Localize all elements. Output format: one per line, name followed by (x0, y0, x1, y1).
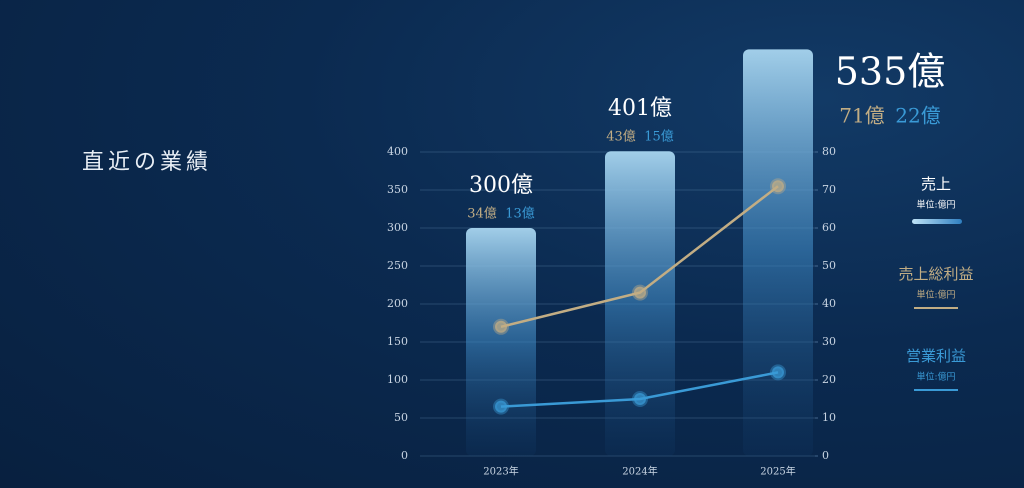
legend-swatch (912, 219, 962, 224)
legend-unit: 単位:億円 (916, 371, 955, 383)
y-tick-label: 400 (387, 145, 408, 158)
legend-label: 売上総利益 (898, 265, 973, 283)
line-value-label: 13億 (505, 206, 535, 222)
bar-value-label: 535億 (835, 50, 946, 94)
y2-tick-label: 70 (822, 183, 836, 196)
legend-unit: 単位:億円 (916, 289, 955, 301)
chart-title: 直近の業績 (82, 150, 212, 175)
y-tick-label: 150 (387, 335, 408, 348)
y-tick-label: 350 (387, 183, 408, 196)
line-value-label: 34億 (467, 206, 497, 222)
y-tick-label: 100 (387, 373, 408, 386)
y-tick-label: 250 (387, 259, 408, 272)
legend-label: 営業利益 (906, 347, 966, 365)
line-value-label: 15億 (644, 129, 674, 145)
line-value-label: 43億 (606, 129, 636, 145)
x-tick-label: 2023年 (483, 465, 518, 478)
point (493, 318, 509, 335)
point (770, 364, 786, 381)
point (632, 391, 648, 407)
bar-value-label: 401億 (608, 96, 672, 121)
bar-value-label: 300億 (469, 173, 533, 198)
line-value-label: 22億 (895, 104, 940, 128)
line-value-label: 71億 (839, 104, 884, 128)
y-tick-label: 50 (394, 411, 408, 424)
point (632, 284, 648, 301)
bar (605, 151, 675, 457)
legend-label: 売上 (921, 175, 951, 193)
bar (743, 49, 813, 457)
y-tick-label: 300 (387, 221, 408, 234)
y2-tick-label: 60 (822, 221, 836, 234)
x-tick-label: 2024年 (622, 465, 657, 478)
y2-tick-label: 50 (822, 259, 836, 272)
y2-tick-label: 10 (822, 411, 836, 424)
y2-tick-label: 30 (822, 335, 836, 348)
bar (466, 228, 536, 456)
legend-unit: 単位:億円 (916, 199, 955, 211)
y2-tick-label: 0 (822, 449, 829, 462)
point (770, 178, 786, 195)
y2-tick-label: 20 (822, 373, 836, 386)
y-tick-label: 200 (387, 297, 408, 310)
point (493, 398, 509, 415)
y2-tick-label: 40 (822, 297, 836, 310)
x-tick-label: 2025年 (760, 465, 795, 478)
y-tick-label: 0 (401, 449, 408, 462)
y2-tick-label: 80 (822, 145, 836, 158)
